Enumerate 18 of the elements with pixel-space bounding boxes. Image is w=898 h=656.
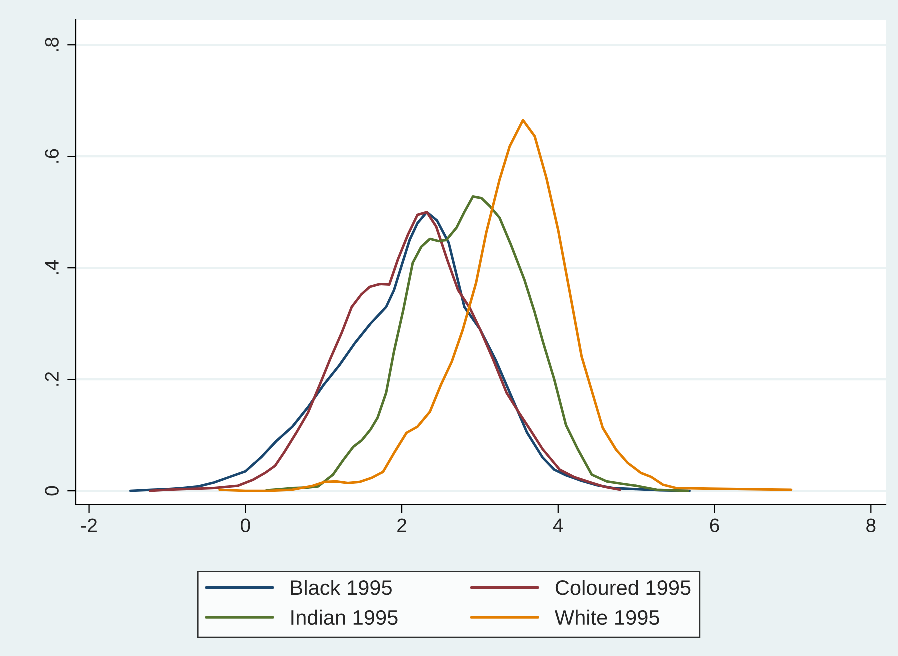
y-tick-label: .8 xyxy=(45,38,59,52)
x-tick-label: -2 xyxy=(82,518,97,532)
line-series xyxy=(149,211,622,492)
x-tick-label: 2 xyxy=(398,518,406,532)
line-series xyxy=(218,119,793,492)
legend-label: Indian 1995 xyxy=(292,610,398,626)
x-tick-label: 4 xyxy=(553,518,564,532)
y-tick-label: .4 xyxy=(45,260,59,274)
line-series xyxy=(266,195,690,492)
x-tick-label: 6 xyxy=(710,518,720,532)
x-tick-label: 0 xyxy=(241,518,250,532)
y-tick-label: 0 xyxy=(45,486,59,496)
y-tick-label: .6 xyxy=(45,149,59,163)
legend-label: Black 1995 xyxy=(291,580,392,596)
legend-label: Coloured 1995 xyxy=(556,580,691,596)
legend-label: White 1995 xyxy=(554,610,660,626)
y-tick-label: .2 xyxy=(45,372,59,386)
x-tick-label: 8 xyxy=(866,518,876,532)
